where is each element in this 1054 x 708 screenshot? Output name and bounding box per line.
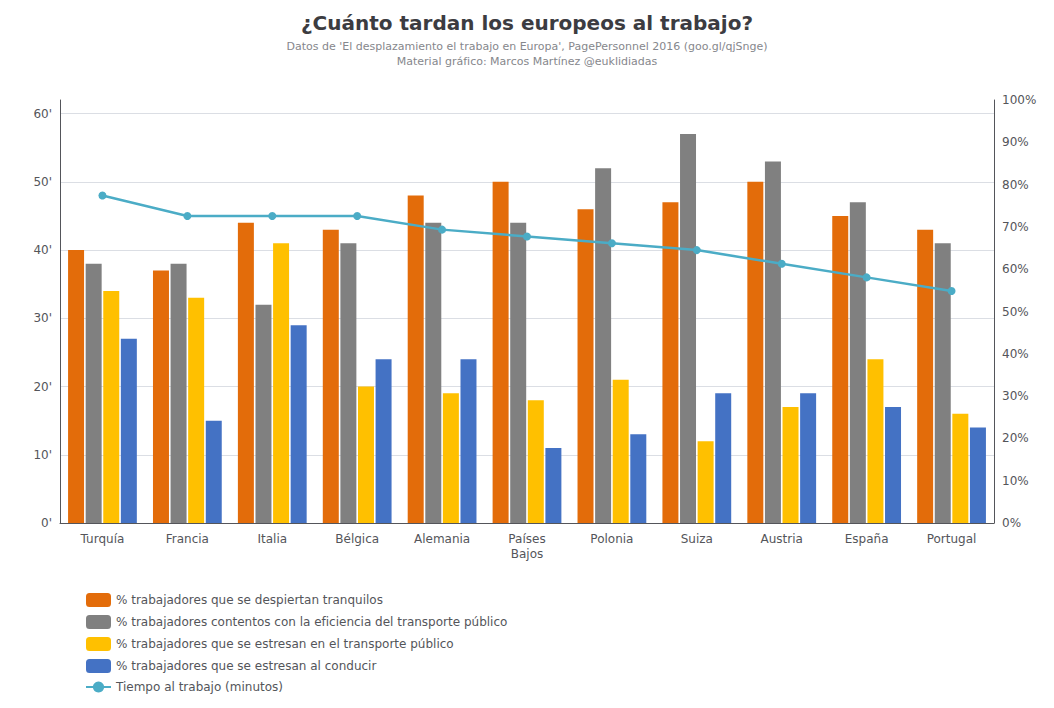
svg-text:% trabajadores que se estresan: % trabajadores que se estresan al conduc…	[116, 659, 376, 673]
svg-text:% trabajadores contentos con l: % trabajadores contentos con la eficienc…	[116, 615, 507, 629]
svg-text:50%: 50%	[1002, 305, 1029, 319]
svg-text:0%: 0%	[1002, 516, 1021, 530]
svg-text:80%: 80%	[1002, 178, 1029, 192]
svg-text:0': 0'	[41, 516, 52, 530]
svg-text:30%: 30%	[1002, 389, 1029, 403]
svg-text:Datos de 'El desplazamiento el: Datos de 'El desplazamiento el trabajo e…	[286, 40, 767, 53]
svg-text:% trabajadores que se despiert: % trabajadores que se despiertan tranqui…	[116, 593, 383, 607]
svg-text:Austria: Austria	[761, 532, 803, 546]
svg-text:60%: 60%	[1002, 262, 1029, 276]
svg-text:30': 30'	[33, 311, 52, 325]
svg-text:40': 40'	[33, 243, 52, 257]
svg-text:20%: 20%	[1002, 431, 1029, 445]
svg-text:Italia: Italia	[257, 532, 287, 546]
svg-text:Material gráfico: Marcos Martí: Material gráfico: Marcos Martínez @eukli…	[397, 55, 658, 68]
svg-text:% trabajadores que se estresan: % trabajadores que se estresan en el tra…	[116, 637, 454, 651]
svg-text:Países: Países	[508, 532, 545, 546]
svg-text:20': 20'	[33, 380, 52, 394]
svg-text:Bajos: Bajos	[511, 547, 544, 561]
svg-text:Tiempo al trabajo (minutos): Tiempo al trabajo (minutos)	[115, 680, 283, 694]
svg-text:100%: 100%	[1002, 93, 1036, 107]
svg-text:Alemania: Alemania	[414, 532, 470, 546]
svg-text:Polonia: Polonia	[590, 532, 633, 546]
svg-text:Turquía: Turquía	[80, 532, 125, 546]
svg-text:40%: 40%	[1002, 347, 1029, 361]
svg-text:70%: 70%	[1002, 220, 1029, 234]
svg-text:90%: 90%	[1002, 135, 1029, 149]
svg-text:España: España	[845, 532, 889, 546]
svg-text:Suiza: Suiza	[681, 532, 713, 546]
svg-text:Francia: Francia	[166, 532, 209, 546]
svg-text:60': 60'	[33, 107, 52, 121]
svg-text:Portugal: Portugal	[927, 532, 977, 546]
svg-text:¿Cuánto tardan los europeos al: ¿Cuánto tardan los europeos al trabajo?	[301, 11, 753, 35]
svg-text:Bélgica: Bélgica	[335, 532, 379, 546]
svg-text:50': 50'	[33, 175, 52, 189]
svg-text:10%: 10%	[1002, 474, 1029, 488]
svg-text:10': 10'	[33, 448, 52, 462]
